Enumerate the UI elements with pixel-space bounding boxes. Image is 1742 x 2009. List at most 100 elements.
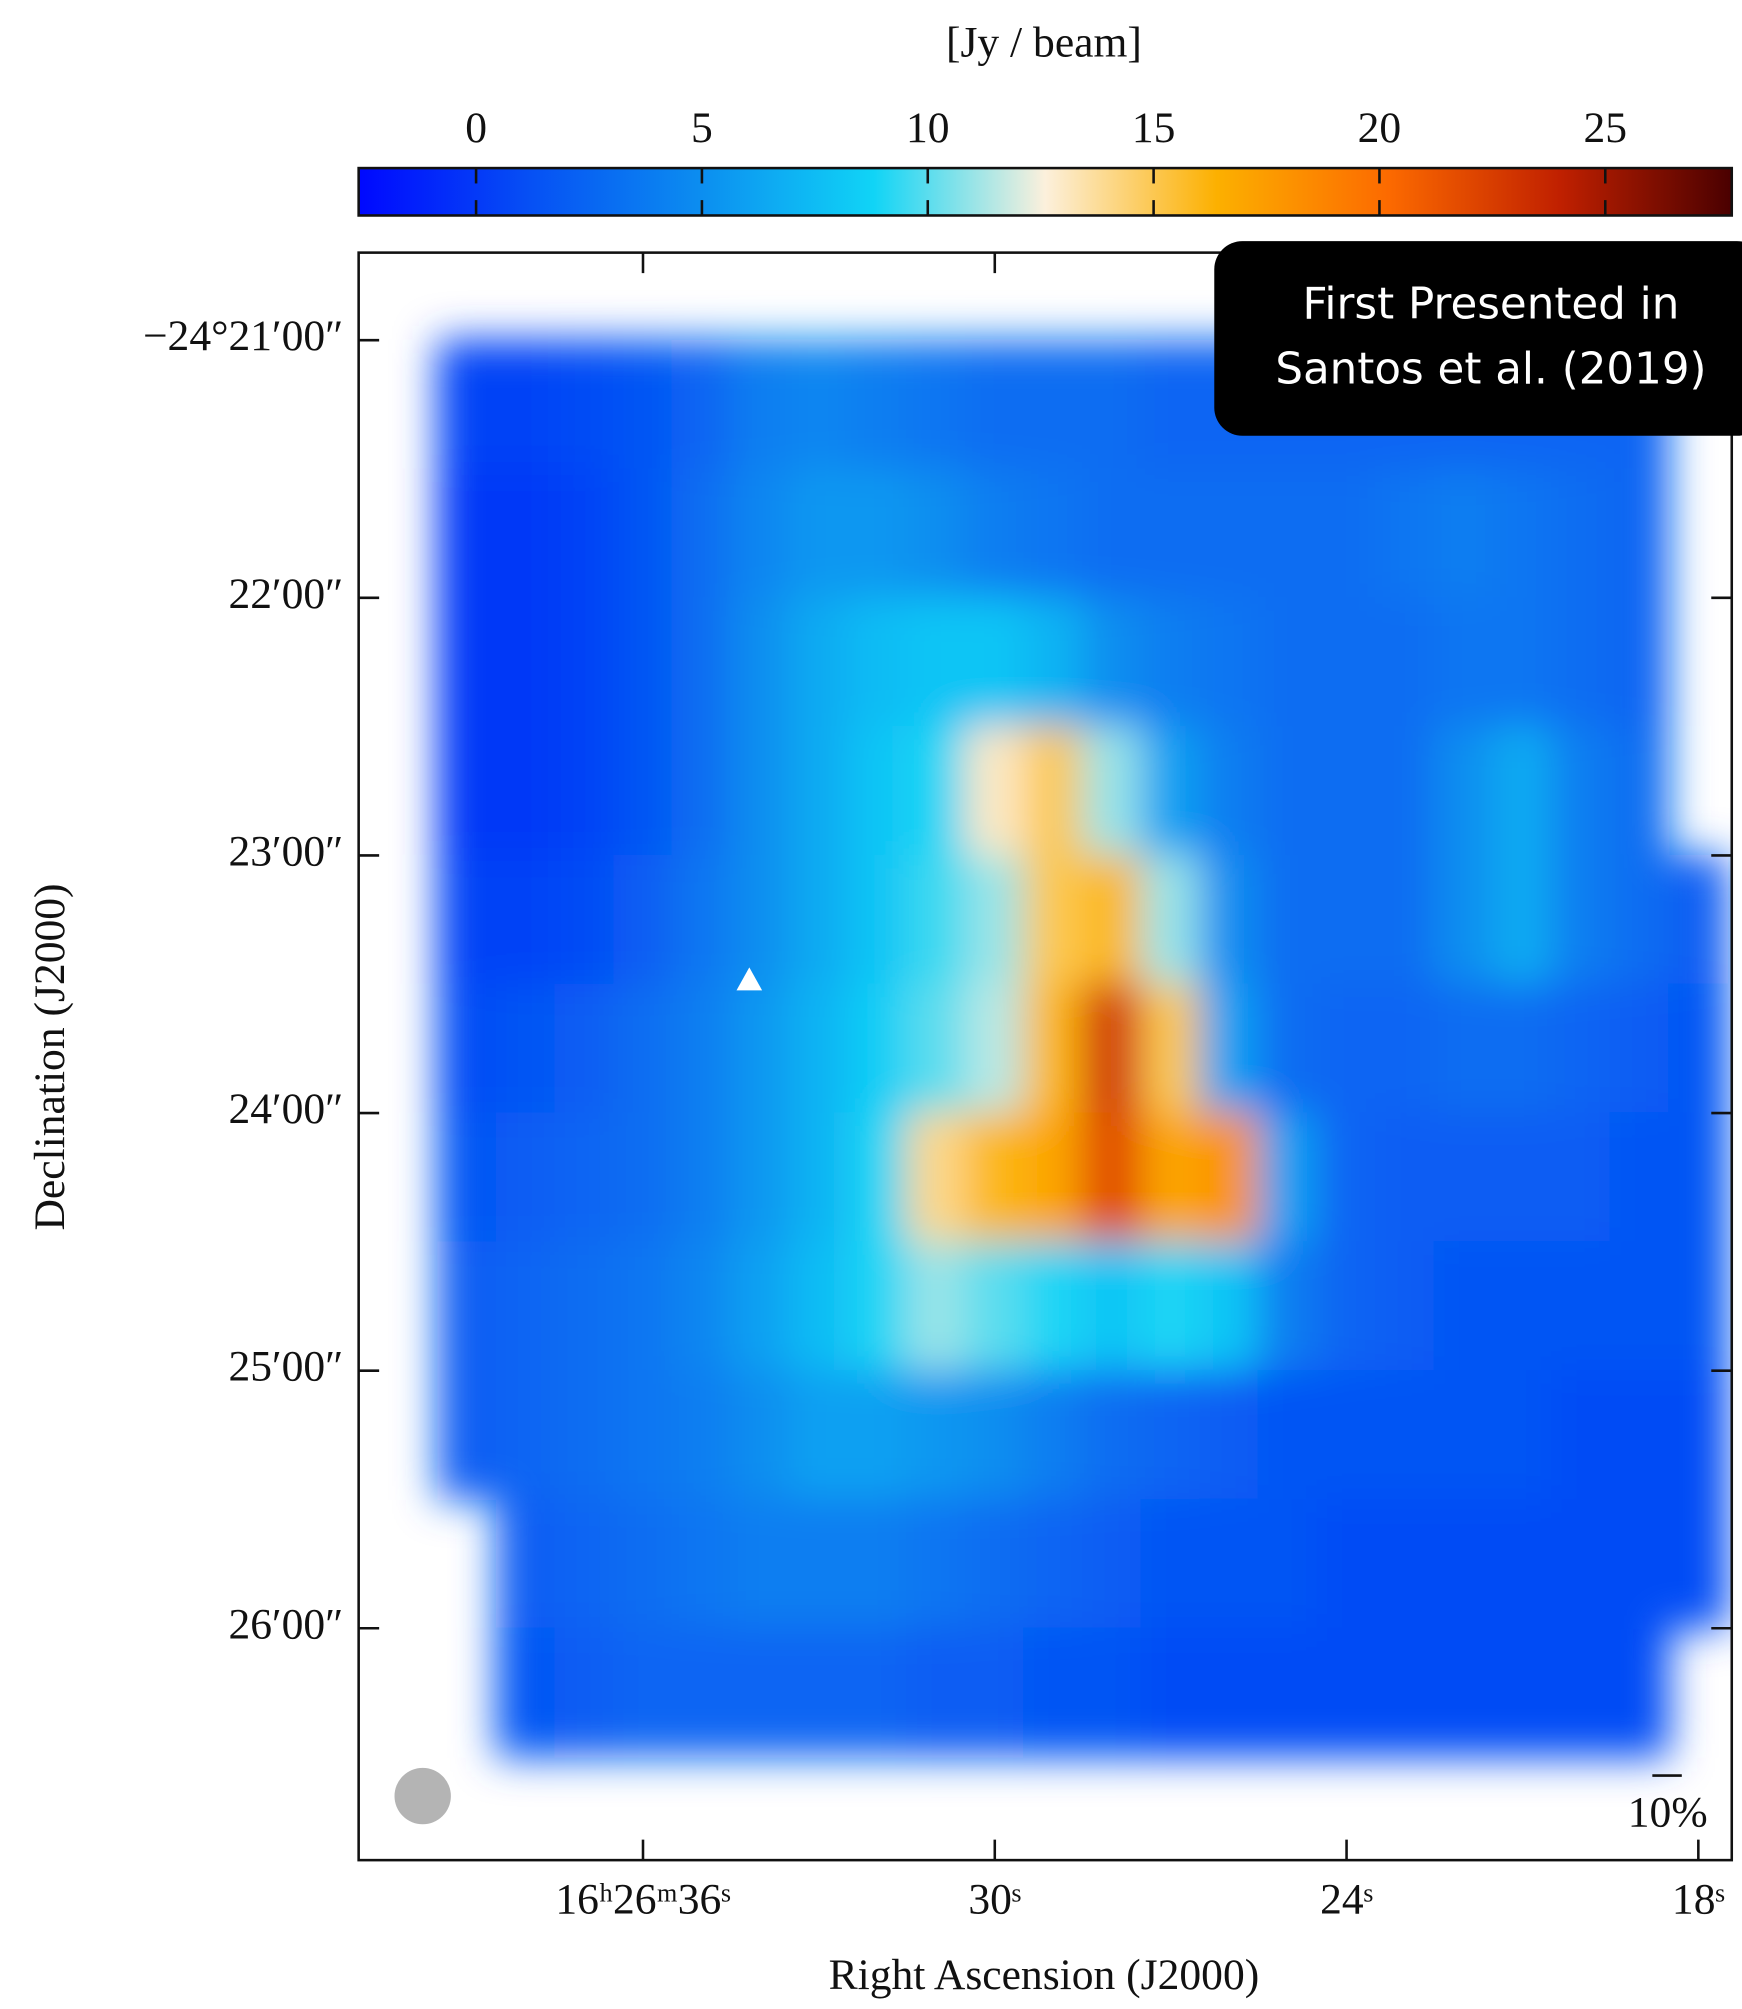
heatmap-cell — [1257, 1498, 1318, 1629]
heatmap-cell — [847, 597, 908, 728]
heatmap-cell — [906, 1498, 967, 1629]
heatmap-cell — [613, 725, 673, 857]
y-tick-label: 26′00″ — [229, 1600, 344, 1648]
heatmap-cell — [554, 339, 615, 470]
heatmap-cell — [1433, 468, 1494, 599]
heatmap-cell — [1316, 725, 1377, 857]
y-tick-label: 22′00″ — [229, 570, 344, 618]
heatmap-cell — [1551, 1241, 1612, 1372]
x-axis-label: Right Ascension (J2000) — [829, 1951, 1260, 1999]
colorbar-tick-label: 10 — [906, 104, 950, 152]
heatmap-cell — [1433, 597, 1494, 728]
heatmap-cell — [613, 1370, 673, 1501]
x-tick-label: 30ˢ — [968, 1876, 1021, 1924]
heatmap-cell — [1082, 1627, 1142, 1758]
heatmap-cell — [1082, 983, 1142, 1114]
heatmap-cell — [964, 597, 1025, 728]
heatmap-cell — [1140, 1627, 1201, 1758]
heatmap-cell — [730, 1370, 791, 1501]
heatmap-cell — [1551, 1112, 1612, 1243]
heatmap-cell — [1082, 1112, 1142, 1243]
source-marker — [736, 967, 763, 991]
heatmap-cell — [1433, 725, 1494, 857]
heatmap-cell — [730, 468, 791, 599]
heatmap-cell — [1140, 1498, 1201, 1629]
heatmap-cell — [1433, 1241, 1494, 1372]
heatmap-cell — [1433, 1112, 1494, 1243]
heatmap-cell — [1140, 1241, 1201, 1372]
heatmap-cell — [437, 1112, 498, 1243]
heatmap-cell — [1433, 1498, 1494, 1629]
heatmap-cell — [1609, 468, 1670, 599]
heatmap-cell — [1609, 725, 1670, 857]
annotation-box — [1214, 241, 1742, 436]
heatmap-cell — [1609, 1241, 1670, 1372]
heatmap-cell — [437, 1370, 498, 1501]
heatmap-cell — [1492, 1370, 1553, 1501]
heatmap-cell — [1492, 1627, 1553, 1758]
heatmap-cell — [1082, 468, 1142, 599]
heatmap-cell — [495, 854, 556, 985]
heatmap-cell — [1609, 983, 1670, 1114]
heatmap-cell — [1375, 725, 1436, 857]
heatmap-cell — [1082, 1498, 1142, 1629]
heatmap-cell — [1316, 1241, 1377, 1372]
heatmap-cell — [613, 1627, 673, 1758]
heatmap-cell — [671, 725, 732, 857]
heatmap-cell — [437, 597, 498, 728]
x-tick-label: 24ˢ — [1320, 1876, 1373, 1924]
heatmap-cell — [1023, 725, 1084, 857]
heatmap-cell — [1082, 597, 1142, 728]
heatmap-cell — [1609, 597, 1670, 728]
heatmap-cell — [964, 1112, 1025, 1243]
heatmap-cell — [1023, 1370, 1084, 1501]
heatmap-cell — [1199, 468, 1260, 599]
heatmap-cell — [1140, 1112, 1201, 1243]
heatmap-cell — [495, 983, 556, 1114]
heatmap-cell — [1492, 983, 1553, 1114]
heatmap-cell — [847, 854, 908, 985]
colorbar — [357, 166, 1734, 217]
y-tick-label: 23′00″ — [229, 827, 344, 875]
heatmap — [437, 339, 1729, 1758]
annotation-line: First Presented in — [1303, 279, 1680, 329]
heatmap-cell — [964, 1498, 1025, 1629]
heatmap-cell — [1551, 1627, 1612, 1758]
heatmap-cell — [1316, 468, 1377, 599]
heatmap-cell — [1199, 1241, 1260, 1372]
heatmap-cell — [1023, 339, 1084, 470]
heatmap-cell — [906, 854, 967, 985]
heatmap-cell — [1492, 468, 1553, 599]
heatmap-cell — [847, 725, 908, 857]
heatmap-cell — [1375, 1241, 1436, 1372]
heatmap-cell — [788, 1498, 849, 1629]
heatmap-cell — [1375, 1370, 1436, 1501]
heatmap-cell — [437, 468, 498, 599]
heatmap-cell — [730, 339, 791, 470]
heatmap-cell — [788, 597, 849, 728]
y-tick-label: 24′00″ — [229, 1085, 344, 1133]
heatmap-cell — [1668, 854, 1729, 985]
heatmap-cell — [1140, 468, 1201, 599]
heatmap-cell — [1316, 597, 1377, 728]
heatmap-cells — [437, 339, 1729, 1758]
heatmap-cell — [906, 1112, 967, 1243]
heatmap-cell — [671, 983, 732, 1114]
heatmap-cell — [495, 1627, 556, 1758]
heatmap-cell — [1668, 1241, 1729, 1372]
heatmap-cell — [1257, 854, 1318, 985]
heatmap-cell — [964, 725, 1025, 857]
heatmap-cell — [847, 339, 908, 470]
heatmap-cell — [906, 1370, 967, 1501]
heatmap-cell — [613, 983, 673, 1114]
heatmap-cell — [906, 983, 967, 1114]
heatmap-cell — [1316, 1627, 1377, 1758]
heatmap-cell — [1668, 1112, 1729, 1243]
heatmap-cell — [1551, 854, 1612, 985]
beam — [394, 1767, 451, 1825]
heatmap-cell — [1433, 854, 1494, 985]
heatmap-cell — [1551, 725, 1612, 857]
heatmap-cell — [847, 1627, 908, 1758]
heatmap-cell — [1257, 1370, 1318, 1501]
heatmap-cell — [1023, 597, 1084, 728]
